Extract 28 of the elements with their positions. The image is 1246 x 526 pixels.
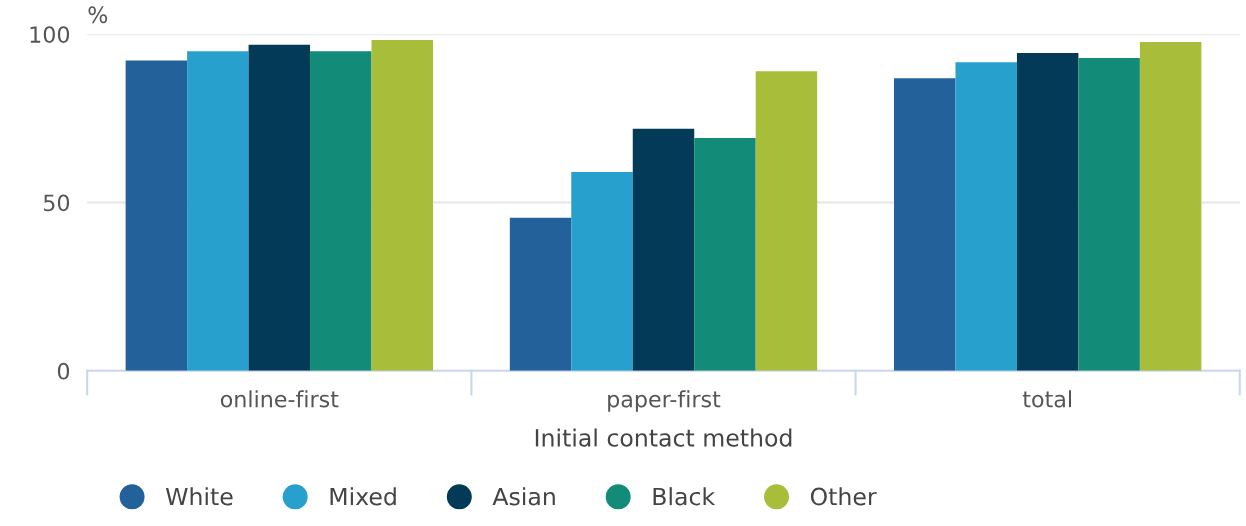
- x-tick-label: paper-first: [608, 390, 721, 412]
- bar: [571, 171, 633, 371]
- bar: [371, 39, 433, 371]
- bar: [955, 62, 1017, 371]
- bar: [894, 78, 956, 371]
- bar: [755, 71, 818, 371]
- x-axis-title: Initial contact method: [535, 428, 792, 447]
- x-tick-label: online-first: [220, 390, 339, 408]
- legend-label: Other: [810, 487, 877, 506]
- legend-label: Black: [653, 487, 716, 506]
- legend-label: White: [165, 487, 233, 506]
- bar: [509, 217, 572, 371]
- bar: [1078, 58, 1140, 371]
- y-tick-label: 50: [43, 194, 70, 212]
- legend-label: Mixed: [330, 487, 396, 506]
- bar: [1016, 53, 1079, 371]
- bar: [694, 137, 756, 371]
- y-tick-label: 100: [30, 26, 70, 43]
- bar: [632, 128, 695, 371]
- legend-label: Asian: [492, 487, 555, 506]
- y-axis-title: %: [88, 6, 108, 24]
- x-tick-label: total: [1022, 390, 1071, 408]
- bar: [125, 60, 188, 371]
- bar: [310, 51, 372, 371]
- bar: [187, 51, 249, 371]
- bar: [1139, 41, 1202, 371]
- y-tick-label: 0: [57, 362, 70, 380]
- bar: [248, 44, 311, 371]
